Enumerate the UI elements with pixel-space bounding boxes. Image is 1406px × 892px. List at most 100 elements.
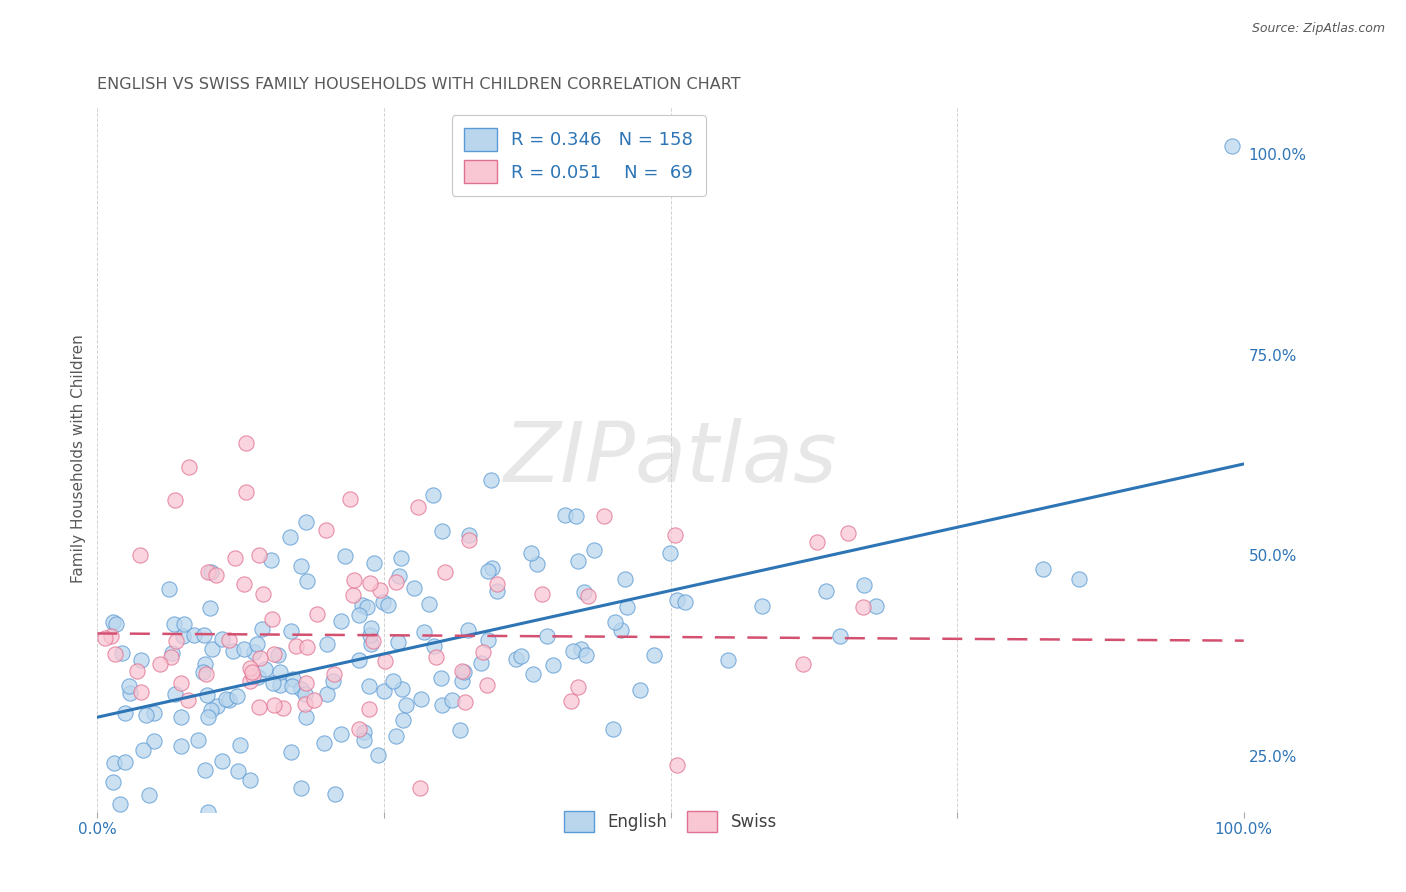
Point xyxy=(388,569,411,583)
Point xyxy=(457,623,479,637)
Point xyxy=(561,643,583,657)
Point xyxy=(170,739,193,754)
Point xyxy=(177,460,200,475)
Point xyxy=(294,676,316,690)
Point xyxy=(193,628,215,642)
Point xyxy=(572,585,595,599)
Point xyxy=(470,657,492,671)
Point xyxy=(170,709,193,723)
Point xyxy=(194,657,217,671)
Point xyxy=(536,629,558,643)
Point xyxy=(105,617,128,632)
Point xyxy=(385,729,408,743)
Point xyxy=(371,595,394,609)
Point xyxy=(285,639,308,653)
Point xyxy=(218,633,240,648)
Point xyxy=(307,607,329,622)
Point xyxy=(391,682,413,697)
Point xyxy=(423,639,446,653)
Point xyxy=(389,550,412,565)
Point xyxy=(353,733,375,747)
Point xyxy=(792,657,814,671)
Point xyxy=(211,754,233,768)
Point xyxy=(1220,139,1243,153)
Point xyxy=(451,673,474,688)
Point xyxy=(485,583,508,598)
Point xyxy=(610,624,633,638)
Point xyxy=(574,648,596,662)
Point xyxy=(149,657,172,672)
Point xyxy=(280,624,302,638)
Point xyxy=(449,723,471,738)
Point xyxy=(430,698,453,713)
Point xyxy=(323,788,346,802)
Point xyxy=(129,685,152,699)
Point xyxy=(411,691,433,706)
Text: Source: ZipAtlas.com: Source: ZipAtlas.com xyxy=(1251,22,1385,36)
Point xyxy=(373,683,395,698)
Point xyxy=(295,516,318,530)
Point xyxy=(457,533,479,547)
Point xyxy=(475,678,498,692)
Point xyxy=(576,589,599,603)
Point xyxy=(142,734,165,748)
Point xyxy=(165,634,187,648)
Point xyxy=(565,508,588,523)
Point xyxy=(314,736,336,750)
Point xyxy=(127,664,149,678)
Point xyxy=(100,629,122,643)
Point xyxy=(201,641,224,656)
Point xyxy=(165,687,187,701)
Point xyxy=(226,689,249,703)
Point xyxy=(359,576,381,591)
Point xyxy=(349,608,371,623)
Point xyxy=(232,577,254,591)
Point xyxy=(247,670,270,684)
Point xyxy=(111,646,134,660)
Point xyxy=(242,669,264,683)
Point xyxy=(260,612,283,626)
Point xyxy=(294,698,316,712)
Point xyxy=(294,687,316,701)
Point xyxy=(486,577,509,591)
Point xyxy=(505,651,527,665)
Point xyxy=(352,598,374,612)
Point xyxy=(187,733,209,747)
Point xyxy=(339,492,361,507)
Point xyxy=(174,817,197,831)
Point xyxy=(322,666,344,681)
Point xyxy=(316,637,339,651)
Point xyxy=(865,599,887,613)
Point xyxy=(235,485,257,500)
Point xyxy=(377,598,399,612)
Text: ZIPatlas: ZIPatlas xyxy=(503,418,838,500)
Point xyxy=(418,814,440,829)
Point xyxy=(269,665,291,680)
Point xyxy=(247,548,270,562)
Point xyxy=(94,631,117,645)
Point xyxy=(205,699,228,714)
Point xyxy=(269,678,291,692)
Point xyxy=(602,722,624,736)
Point xyxy=(852,599,875,614)
Point xyxy=(221,644,243,658)
Point xyxy=(434,565,457,579)
Point xyxy=(569,642,592,657)
Point xyxy=(160,650,183,665)
Point xyxy=(263,647,285,661)
Point xyxy=(157,582,180,596)
Point xyxy=(128,548,150,562)
Point xyxy=(477,633,499,648)
Point xyxy=(567,553,589,567)
Point xyxy=(260,553,283,567)
Point xyxy=(664,528,686,542)
Point xyxy=(101,774,124,789)
Point xyxy=(614,572,637,586)
Point xyxy=(333,549,356,563)
Point xyxy=(1032,562,1054,576)
Point xyxy=(239,673,262,688)
Point xyxy=(229,738,252,752)
Point xyxy=(143,706,166,720)
Point xyxy=(451,664,474,678)
Point xyxy=(290,682,312,697)
